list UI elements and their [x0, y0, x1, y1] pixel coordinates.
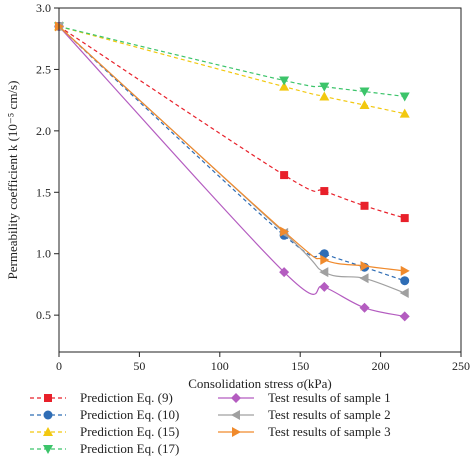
x-tick-label: 200 [372, 359, 390, 373]
plot-area [54, 21, 410, 322]
legend-item: Test results of sample 3 [218, 424, 391, 439]
legend-label: Prediction Eq. (15) [80, 424, 179, 439]
legend-item: Prediction Eq. (9) [30, 390, 173, 405]
series-line [58, 25, 405, 294]
y-tick-label: 3.0 [36, 1, 51, 15]
series-7 [55, 21, 410, 276]
data-point [279, 81, 290, 91]
x-axis-title: Consolidation stress σ(kPa) [188, 376, 332, 391]
legend-item: Test results of sample 1 [218, 390, 391, 405]
data-point [399, 288, 409, 299]
legend-marker [231, 410, 240, 420]
data-point [359, 273, 369, 284]
series-line [58, 25, 405, 115]
series-4 [54, 22, 410, 102]
x-tick-label: 150 [291, 359, 309, 373]
data-point [319, 281, 330, 292]
data-point [279, 267, 290, 278]
x-tick-label: 100 [211, 359, 229, 373]
legend-marker [231, 393, 241, 403]
data-point [279, 76, 290, 86]
x-tick-label: 0 [56, 359, 62, 373]
legend-label: Test results of sample 3 [268, 424, 391, 439]
data-point [280, 171, 289, 180]
series-line [58, 26, 405, 317]
y-tick-label: 0.5 [36, 308, 51, 322]
data-point [399, 108, 410, 118]
legend-marker [43, 410, 53, 420]
data-point [400, 276, 410, 286]
data-point [400, 214, 409, 223]
data-point [319, 267, 329, 278]
series-line [58, 25, 405, 272]
series-1 [55, 22, 409, 223]
legend-item: Prediction Eq. (10) [30, 407, 179, 422]
series-6 [54, 21, 409, 299]
legend-item: Test results of sample 2 [218, 407, 391, 422]
data-point [359, 100, 370, 110]
data-point [359, 87, 370, 97]
data-point [399, 92, 410, 102]
data-point [360, 201, 369, 210]
series-3 [54, 21, 410, 118]
legend-marker [43, 427, 53, 436]
y-tick-label: 2.0 [36, 124, 51, 138]
data-point [280, 226, 290, 237]
legend-label: Test results of sample 2 [268, 407, 391, 422]
axes: 0 50 100 150 200 250 0.5 1.0 1.5 2.0 2.5 3.0 [36, 1, 470, 373]
data-point [359, 302, 370, 313]
y-tick-label: 2.5 [36, 62, 51, 76]
x-tick-label: 250 [452, 359, 470, 373]
data-point [319, 82, 330, 92]
legend-label: Prediction Eq. (10) [80, 407, 179, 422]
legend-marker [43, 445, 53, 454]
data-point [399, 311, 410, 322]
plot-frame [58, 7, 462, 353]
legend: Prediction Eq. (9) Prediction Eq. (10) Pre… [30, 390, 391, 456]
legend-marker [44, 394, 52, 402]
series-line [58, 25, 405, 98]
x-tick-label: 50 [133, 359, 145, 373]
data-point [360, 261, 370, 271]
series-2 [54, 21, 410, 286]
legend-label: Test results of sample 1 [268, 390, 391, 405]
data-point [319, 91, 330, 101]
legend-label: Prediction Eq. (9) [80, 390, 173, 405]
y-tick-label: 1.0 [36, 247, 51, 261]
series-line [58, 25, 405, 219]
y-tick-label: 1.5 [36, 185, 51, 199]
data-point [400, 265, 410, 276]
legend-marker [232, 427, 241, 437]
series-5 [54, 21, 410, 322]
data-point [320, 187, 329, 196]
legend-label: Prediction Eq. (17) [80, 441, 179, 456]
legend-item: Prediction Eq. (17) [30, 441, 179, 456]
legend-item: Prediction Eq. (15) [30, 424, 179, 439]
series-line [58, 25, 405, 282]
y-axis-title: Permeability coefficient k (10⁻⁵ cm/s) [5, 81, 20, 280]
data-point [320, 254, 330, 265]
